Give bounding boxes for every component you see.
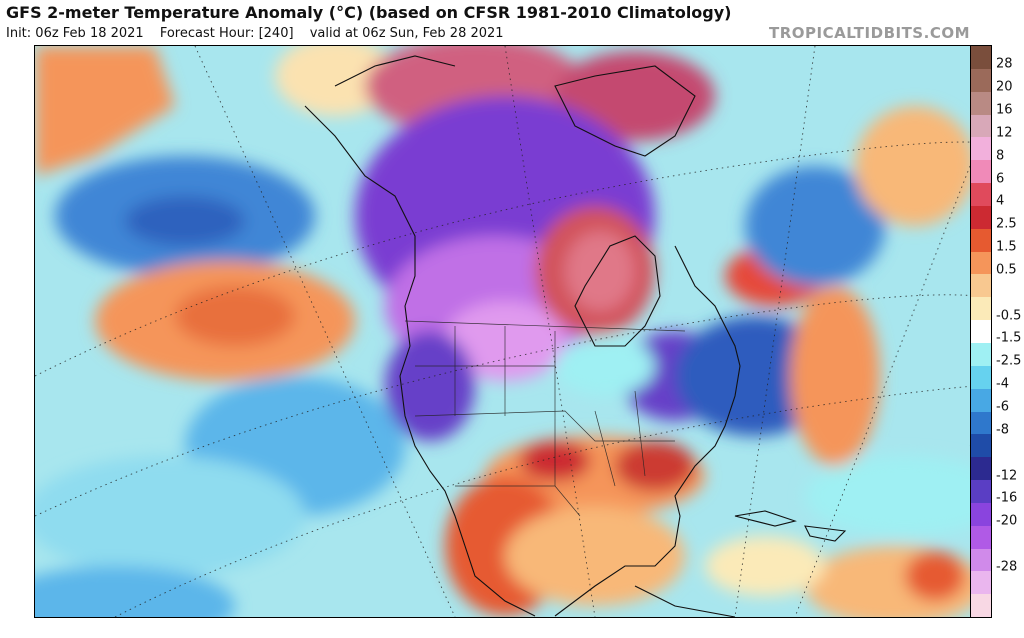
legend-tick-label: -4 — [996, 376, 1009, 392]
legend-tick-label: 28 — [996, 56, 1013, 72]
legend-swatch — [971, 137, 991, 161]
legend-tick-label: 1.5 — [996, 239, 1017, 255]
legend-swatch — [971, 411, 991, 435]
legend-swatch — [971, 114, 991, 138]
legend-swatch — [971, 480, 991, 503]
legend-swatch — [971, 434, 991, 458]
legend-tick-label: -2.5 — [996, 353, 1022, 369]
legend-swatch — [971, 502, 991, 526]
legend-tick-label: -1.5 — [996, 330, 1022, 346]
legend-tick-label: -28 — [996, 559, 1018, 575]
legend-colorbar — [970, 45, 992, 618]
legend-swatch — [971, 91, 991, 115]
run-info: Init: 06z Feb 18 2021 Forecast Hour: [24… — [6, 26, 516, 41]
legend-swatch — [971, 183, 991, 206]
legend-swatch — [971, 548, 991, 572]
legend-tick-label: -6 — [996, 399, 1009, 415]
legend-swatch — [971, 274, 991, 298]
legend-tick-label: -12 — [996, 468, 1018, 484]
legend-tick-label: -16 — [996, 490, 1018, 506]
legend-swatch — [971, 205, 991, 229]
legend-swatch — [971, 365, 991, 389]
legend-tick-label: 20 — [996, 79, 1013, 95]
legend-tick-label: 4 — [996, 193, 1005, 209]
valid-time: valid at 06z Sun, Feb 28 2021 — [309, 26, 504, 41]
legend-swatch — [971, 457, 991, 481]
land-outline — [304, 55, 847, 617]
anomaly-map — [34, 45, 971, 618]
legend-swatch — [971, 160, 991, 184]
legend-tick-label: 8 — [996, 148, 1005, 164]
legend-tick-label: -8 — [996, 422, 1009, 438]
init-time: Init: 06z Feb 18 2021 — [6, 26, 144, 41]
legend-tick-label: 16 — [996, 102, 1013, 118]
legend-tick-label: -0.5 — [996, 308, 1022, 324]
legend-swatch — [971, 342, 991, 366]
graticule — [35, 46, 970, 617]
legend-swatch — [971, 525, 991, 549]
legend-swatch — [971, 251, 991, 275]
map-title: GFS 2-meter Temperature Anomaly (°C) (ba… — [6, 3, 732, 22]
legend-tick-label: 0.5 — [996, 262, 1017, 278]
legend-ticks: 28 20 16 12 8 6 4 2.5 1.5 0.5 -0.5 -1.5 -2.5 -4 -6 -8 -1… — [996, 45, 1024, 616]
legend-swatch — [971, 228, 991, 252]
legend-swatch — [971, 594, 991, 618]
forecast-hour: Forecast Hour: [240] — [159, 26, 294, 41]
state-borders — [404, 320, 686, 517]
legend-swatch — [971, 388, 991, 412]
legend-swatch — [971, 320, 991, 343]
legend-tick-label: 12 — [996, 125, 1013, 141]
legend-swatch — [971, 571, 991, 595]
anomaly-fields — [35, 46, 970, 617]
watermark: TROPICALTIDBITS.COM — [769, 24, 970, 42]
legend-swatch — [971, 68, 991, 92]
legend-tick-label: 2.5 — [996, 216, 1017, 232]
legend-swatch — [971, 46, 991, 69]
legend-tick-label: 6 — [996, 171, 1005, 187]
legend-swatch — [971, 297, 991, 321]
legend-tick-label: -20 — [996, 513, 1018, 529]
